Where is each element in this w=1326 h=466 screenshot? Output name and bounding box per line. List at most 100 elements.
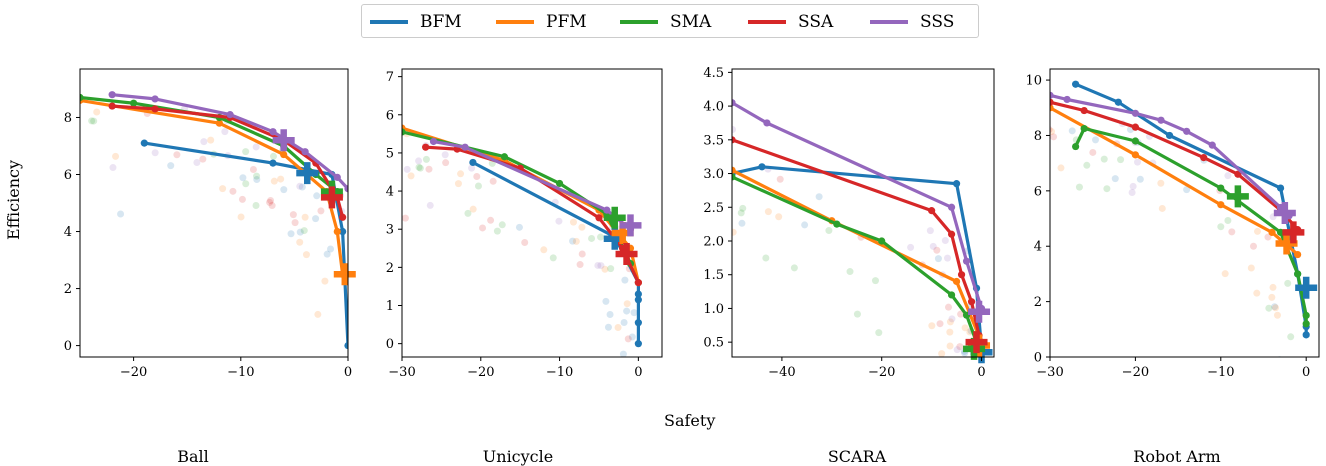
scatter-point-bfm: [313, 192, 321, 200]
scatter-point-pfm: [207, 136, 215, 144]
scatter-point-sma: [464, 209, 472, 217]
scatter-point-pfm: [764, 208, 772, 216]
x-tick-label: −40: [768, 365, 795, 380]
series-point-bfm: [1302, 331, 1310, 339]
scatter-point-bfm: [611, 373, 618, 380]
scatter-point-ssa: [1016, 143, 1023, 150]
scatter-point-sma: [493, 227, 501, 235]
scatter-point-ssa: [489, 177, 497, 185]
axes-frame: [731, 68, 995, 358]
scatter-point-bfm: [1092, 136, 1100, 144]
series-point-sss: [1208, 141, 1216, 149]
plot-area: [1016, 80, 1310, 357]
y-tick-label: 0: [386, 337, 394, 352]
y-tick-label: 5: [386, 146, 394, 161]
scatter-point-pfm: [775, 213, 783, 221]
y-tick-label: 6: [64, 168, 72, 183]
scatter-point-bfm: [515, 223, 523, 231]
series-point-bfm: [634, 296, 642, 304]
scatter-point-sma: [1083, 161, 1091, 169]
scatter-point-ssa: [289, 211, 297, 219]
best-marker-pfm: [333, 263, 356, 286]
series-point-sss: [763, 119, 771, 127]
x-tick-label: −20: [868, 365, 895, 380]
scatter-point-pfm: [938, 350, 946, 357]
legend-label-ssa: SSA: [798, 12, 834, 32]
scatter-point-ssa: [956, 343, 964, 351]
scatter-point-sma: [422, 155, 430, 163]
series-point-pfm: [1050, 104, 1054, 112]
scatter-point-pfm: [732, 228, 737, 236]
scatter-point-pfm: [1253, 289, 1261, 297]
scatter-point-sma: [825, 227, 833, 235]
y-tick-label: 4.0: [703, 100, 724, 115]
scatter-point-pfm: [321, 277, 329, 285]
scatter-point-bfm: [620, 318, 628, 326]
scatter-point-sma: [474, 182, 482, 190]
scatter-point-pfm: [1268, 293, 1276, 301]
scatter-point-pfm: [1253, 227, 1261, 235]
scatter-point-sma: [1103, 185, 1111, 193]
series-line-sma: [80, 95, 339, 194]
plot-area: [402, 124, 642, 380]
panel-1: −30 −20 −10 0 0 1 2 3 4 5 6 7: [386, 68, 663, 380]
panel-0: −20 −10 0 0 2 4 6 8: [64, 68, 356, 380]
scatter-point-pfm: [940, 384, 947, 391]
series-line-sss: [1050, 93, 1291, 218]
scatter-point-ssa: [229, 187, 237, 195]
y-tick-label: 7: [386, 70, 394, 85]
series-point-sss: [344, 185, 348, 193]
scatter-point-pfm: [946, 318, 954, 326]
legend-item-sma: SMA: [620, 5, 711, 39]
best-marker-sss: [1273, 202, 1296, 224]
scatter-point-ssa: [425, 165, 433, 173]
scatter-point-sma: [498, 221, 506, 229]
series-point-pfm: [1217, 201, 1225, 209]
x-tick-label: −30: [1036, 365, 1063, 380]
scatter-point-pfm: [270, 177, 278, 185]
x-tick-label: 0: [1302, 365, 1310, 380]
scatter-point-pfm: [614, 324, 622, 332]
scatter-point-bfm: [738, 219, 746, 227]
series-point-pfm: [1131, 151, 1139, 159]
scatter-point-sma: [853, 310, 861, 318]
series-point-sss: [1157, 116, 1165, 124]
scatter-point-sma: [1224, 217, 1232, 225]
scatter-point-ssa: [402, 214, 409, 222]
scatter-point-bfm: [606, 311, 614, 319]
axes-frame: [1049, 68, 1320, 358]
scatter-point-bfm: [1136, 175, 1144, 183]
legend-label-sma: SMA: [670, 12, 712, 32]
scatter-point-ssa: [933, 246, 941, 254]
y-tick-label: 10: [1025, 74, 1042, 89]
x-tick-label: 0: [634, 365, 642, 380]
best-marker-ssa: [615, 243, 638, 266]
scatter-point-bfm: [298, 183, 306, 191]
series-point-pfm: [732, 166, 736, 174]
x-tick-label: −20: [1122, 365, 1149, 380]
scatter-point-pfm: [1272, 304, 1280, 312]
scatter-point-ssa: [1249, 242, 1257, 250]
y-tick-label: 2.0: [703, 234, 724, 249]
legend-item-bfm: BFM: [370, 5, 462, 39]
scatter-point-ssa: [291, 219, 299, 227]
scatter-point-ssa: [1030, 104, 1037, 111]
scatter-point-bfm: [1111, 175, 1119, 183]
legend-swatch-sma: [620, 20, 658, 24]
scatter-point-sma: [415, 163, 423, 171]
y-tick-label: 8: [1034, 129, 1042, 144]
panel-title-robot-arm: Robot Arm: [1133, 447, 1221, 466]
best-marker-ssa: [965, 331, 988, 354]
y-tick-label: 2: [1034, 295, 1042, 310]
series-line-ssa: [732, 138, 981, 337]
series-point-sma: [555, 179, 564, 188]
plot-area: [732, 99, 986, 391]
scatter-point-sma: [88, 117, 96, 125]
scatter-point-bfm: [628, 333, 636, 341]
scatter-point-bfm: [323, 250, 331, 258]
scatter-point-pfm: [219, 185, 227, 193]
scatter-point-sma: [1265, 304, 1273, 312]
series-point-pfm: [215, 119, 223, 127]
